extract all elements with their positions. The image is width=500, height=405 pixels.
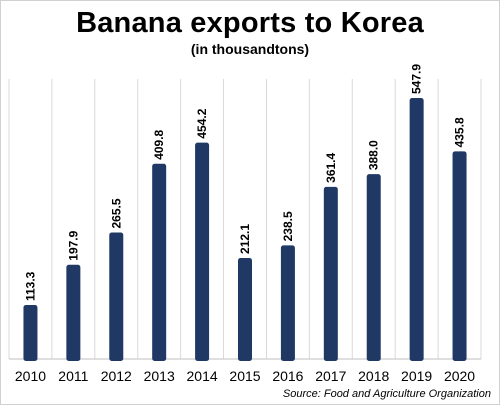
x-tick-label: 2013 <box>144 368 175 384</box>
bar-value-label: 547.9 <box>410 64 424 94</box>
bar-value-label: 361.4 <box>324 152 338 182</box>
bar-value-label: 265.5 <box>109 198 123 228</box>
bar-2012 <box>109 232 124 361</box>
bar-2011 <box>66 264 81 361</box>
x-tick-label: 2010 <box>15 368 46 384</box>
bar-2018 <box>366 174 381 361</box>
x-tick-label: 2015 <box>229 368 260 384</box>
chart-title: Banana exports to Korea <box>76 7 424 39</box>
bar-2013 <box>152 163 167 361</box>
bar-2014 <box>195 142 210 361</box>
bar-2017 <box>323 186 338 361</box>
bar-2015 <box>238 257 252 361</box>
bar-value-label: 212.1 <box>238 224 252 254</box>
bar-value-label: 388.0 <box>367 140 381 170</box>
bar-2010 <box>23 305 38 361</box>
bar-value-label: 238.5 <box>281 211 295 241</box>
bar-value-label: 409.8 <box>152 129 166 159</box>
bar-value-label: 113.3 <box>23 271 37 301</box>
bar-2016 <box>280 245 295 361</box>
source-note: Source: Food and Agriculture Organizatio… <box>282 388 491 400</box>
x-tick-label: 2016 <box>272 368 303 384</box>
x-tick-label: 2014 <box>187 368 218 384</box>
x-tick-label: 2012 <box>101 368 132 384</box>
bar-value-label: 435.8 <box>453 117 467 147</box>
bar-2019 <box>409 98 424 361</box>
x-tick-label: 2017 <box>315 368 346 384</box>
x-tick-label: 2020 <box>444 368 475 384</box>
x-tick-label: 2019 <box>401 368 432 384</box>
bar-2020 <box>452 151 467 361</box>
bar-value-label: 197.9 <box>66 230 80 260</box>
bar-value-label: 454.2 <box>195 108 209 138</box>
x-tick-label: 2018 <box>358 368 389 384</box>
chart-subtitle: (in thousandtons) <box>190 41 310 57</box>
x-tick-label: 2011 <box>58 368 88 384</box>
